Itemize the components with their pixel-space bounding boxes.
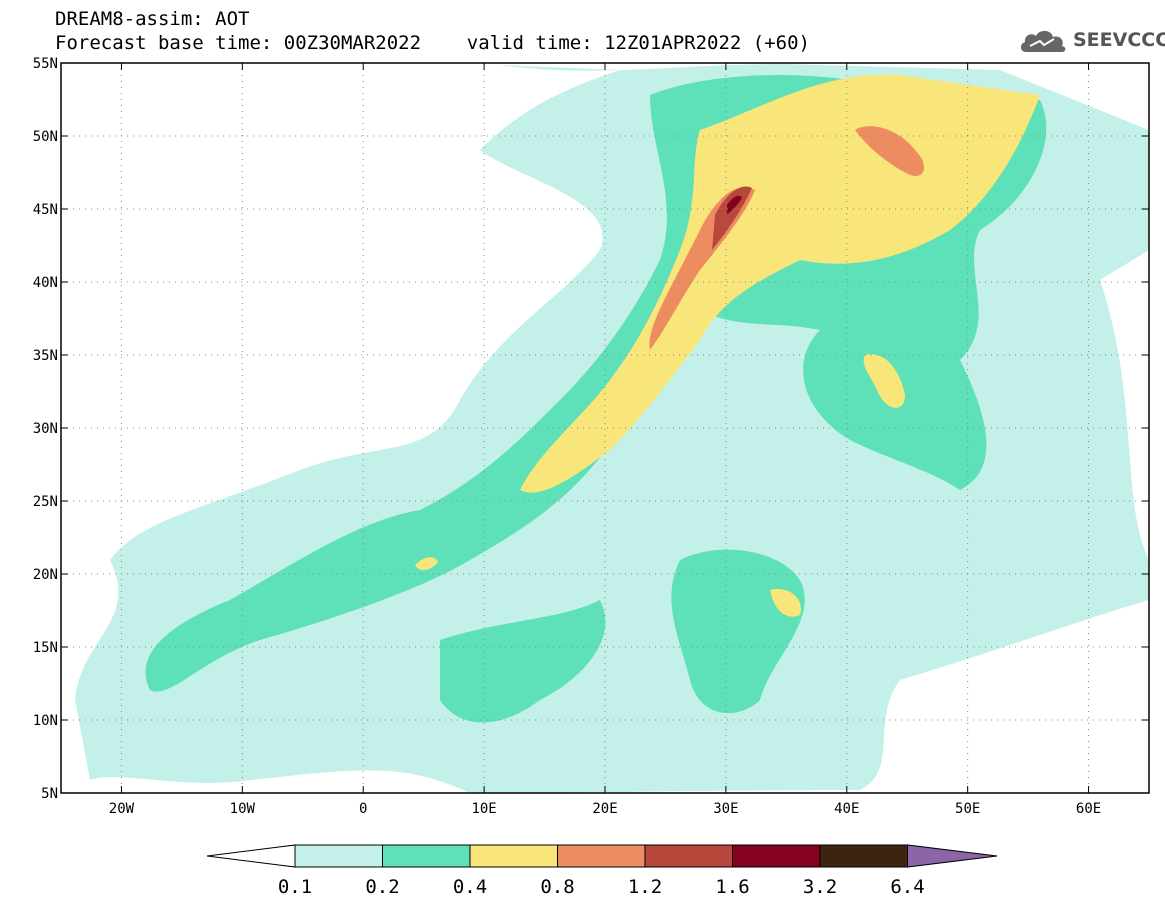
lat-label: 40N (33, 275, 58, 291)
colorbar-segment (469, 844, 558, 868)
lat-label: 50N (33, 129, 58, 145)
lon-label: 20W (109, 801, 135, 817)
colorbar-segment (382, 844, 471, 868)
cloud-icon (1020, 30, 1066, 52)
lat-label: 35N (33, 348, 58, 364)
lat-label: 55N (33, 56, 58, 72)
lat-label: 45N (33, 202, 58, 218)
lat-label: 20N (33, 567, 58, 583)
latitude-labels: 55N 50N 45N 40N 35N 30N 25N 20N 15N 10N 5N (33, 56, 58, 802)
colorbar-label: 6.4 (890, 876, 924, 898)
lon-label: 10E (471, 801, 496, 817)
map-ticks (61, 62, 1149, 794)
colorbar-segment (557, 844, 646, 868)
longitude-labels: 20W 10W 0 10E 20E 30E 40E 50E 60E (109, 801, 1101, 817)
lon-label: 60E (1076, 801, 1101, 817)
lon-label: 40E (834, 801, 859, 817)
lon-label: 30E (713, 801, 738, 817)
title-line-2: Forecast base time: 00Z30MAR2022 valid t… (55, 32, 810, 54)
colorbar-segment (294, 844, 383, 868)
map-gridlines (61, 63, 1149, 793)
logo-text: SEEVCCC (1073, 29, 1165, 51)
colorbar-labels: 0.1 0.2 0.4 0.8 1.2 1.6 3.2 6.4 (278, 876, 925, 898)
title-line-1: DREAM8-assim: AOT (55, 8, 250, 30)
colorbar-label: 3.2 (803, 876, 837, 898)
lat-label: 30N (33, 421, 58, 437)
colorbar-segment (644, 844, 733, 868)
colorbar-label: 0.4 (453, 876, 487, 898)
colorbar-segment (732, 844, 821, 868)
lon-label: 10W (230, 801, 256, 817)
colorbar-segment (819, 844, 908, 868)
colorbar-min-arrow (206, 844, 296, 868)
lat-label: 10N (33, 713, 58, 729)
lon-label: 50E (955, 801, 980, 817)
colorbar-label: 0.8 (540, 876, 574, 898)
lon-label: 20E (592, 801, 617, 817)
colorbar-label: 0.1 (278, 876, 312, 898)
seevccc-logo: SEEVCCC (1018, 26, 1165, 56)
colorbar-label: 1.2 (628, 876, 662, 898)
colorbar-label: 0.2 (365, 876, 399, 898)
lat-label: 25N (33, 494, 58, 510)
colorbar (206, 844, 998, 868)
lat-label: 15N (33, 640, 58, 656)
colorbar-max-arrow (907, 844, 998, 868)
aot-field (75, 64, 1149, 793)
lat-label: 5N (41, 786, 58, 802)
colorbar-label: 1.6 (715, 876, 749, 898)
lon-label: 0 (359, 801, 367, 817)
